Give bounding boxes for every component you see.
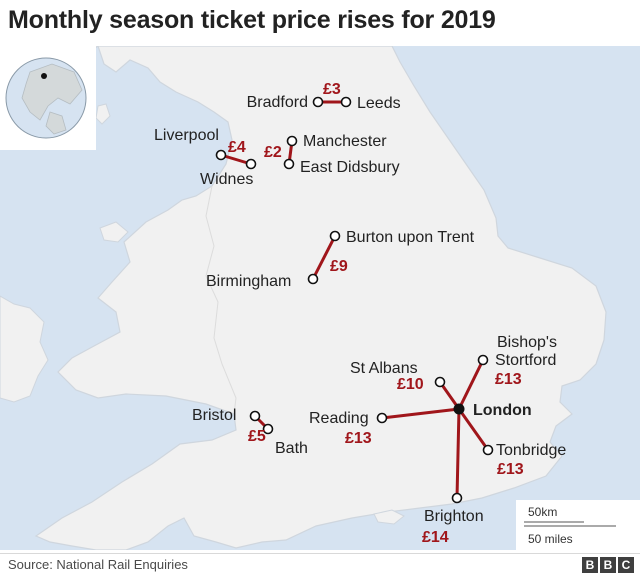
isle-of-man <box>95 103 111 125</box>
marker-bath <box>262 423 274 435</box>
marker-bristol <box>249 410 261 422</box>
price-burton-birmingham: £9 <box>330 258 348 275</box>
price-bishops-stortford-london: £13 <box>495 371 522 388</box>
label-east-didsbury: East Didsbury <box>300 159 400 176</box>
marker-leeds <box>340 96 352 108</box>
price-bradford-leeds: £3 <box>323 81 341 98</box>
label-bishops-stortford-line2: Stortford <box>495 352 556 369</box>
marker-london <box>453 403 465 415</box>
price-manchester-east-didsbury: £2 <box>264 144 282 161</box>
marker-liverpool <box>215 149 227 161</box>
route-brighton-london <box>455 407 461 500</box>
bbc-logo-letter-2: B <box>600 557 616 573</box>
marker-burton <box>329 230 341 242</box>
source-note: Source: National Rail Enquiries <box>8 557 188 572</box>
label-bishops-stortford-line1: Bishop's <box>497 334 557 351</box>
footer-divider <box>0 553 640 554</box>
locator-globe-inset <box>0 46 96 150</box>
scale-bar: 50km 50 miles <box>516 500 640 550</box>
label-manchester: Manchester <box>303 133 387 150</box>
label-brighton: Brighton <box>424 508 484 525</box>
route-bishops-stortford-london <box>457 358 485 411</box>
wales-border <box>205 185 237 415</box>
route-burton-birmingham <box>311 234 337 281</box>
label-liverpool: Liverpool <box>154 127 219 144</box>
marker-east-didsbury <box>283 158 295 170</box>
scale-km-label: 50km <box>528 505 557 519</box>
isle-of-wight <box>373 509 405 525</box>
price-brighton-london: £14 <box>422 529 449 546</box>
marker-st-albans <box>434 376 446 388</box>
label-tonbridge: Tonbridge <box>496 442 566 459</box>
price-st-albans-london: £10 <box>397 376 424 393</box>
marker-tonbridge <box>482 444 494 456</box>
scale-miles-label: 50 miles <box>528 532 573 546</box>
route-tonbridge-london <box>457 407 490 452</box>
station-markers <box>215 96 494 504</box>
anglesey <box>99 221 129 243</box>
bbc-logo-letter-1: B <box>582 557 598 573</box>
route-reading-london <box>380 407 461 420</box>
label-burton: Burton upon Trent <box>346 229 475 246</box>
marker-bishops-stortford <box>477 354 489 366</box>
bbc-logo-letter-3: C <box>618 557 634 573</box>
map: Bradford Leeds Liverpool Widnes Manchest… <box>0 45 640 551</box>
label-bristol: Bristol <box>192 407 236 424</box>
marker-bradford <box>312 96 324 108</box>
page-title: Monthly season ticket price rises for 20… <box>8 6 496 34</box>
label-reading: Reading <box>309 410 369 427</box>
marker-brighton <box>451 492 463 504</box>
locator-dot <box>41 73 47 79</box>
marker-manchester <box>286 135 298 147</box>
price-tonbridge-london: £13 <box>497 461 524 478</box>
label-bath: Bath <box>275 440 308 457</box>
route-st-albans-london <box>438 380 461 411</box>
price-liverpool-widnes: £4 <box>228 139 246 156</box>
price-reading-london: £13 <box>345 430 372 447</box>
label-birmingham: Birmingham <box>206 273 291 290</box>
label-leeds: Leeds <box>357 95 401 112</box>
label-st-albans: St Albans <box>350 360 418 377</box>
ireland-landmass <box>0 295 49 403</box>
map-canvas: Bradford Leeds Liverpool Widnes Manchest… <box>0 45 640 551</box>
marker-widnes <box>245 158 257 170</box>
label-bradford: Bradford <box>247 94 308 111</box>
marker-reading <box>376 412 388 424</box>
bbc-logo: B B C <box>582 557 634 573</box>
great-britain-landmass <box>34 45 607 551</box>
label-london: London <box>473 402 532 419</box>
price-bristol-bath: £5 <box>248 428 266 445</box>
marker-birmingham <box>307 273 319 285</box>
label-widnes: Widnes <box>200 171 253 188</box>
